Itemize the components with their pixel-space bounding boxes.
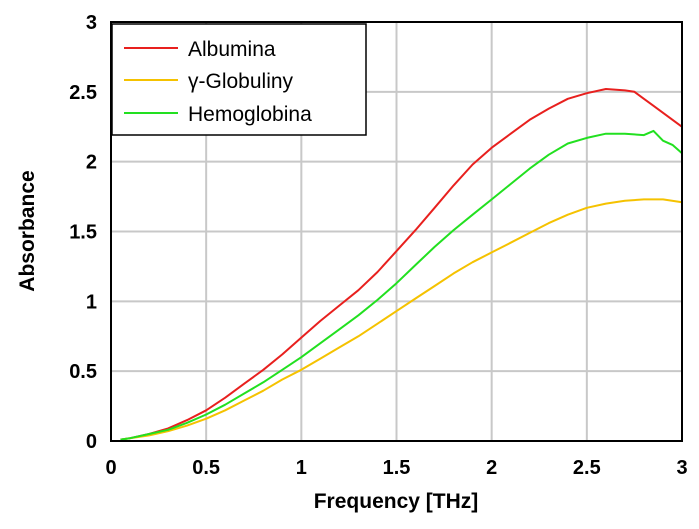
legend-label-hemoglobina: Hemoglobina [188,103,312,126]
x-tick-label: 3 [676,457,687,479]
y-tick-label: 0.5 [69,361,97,383]
y-tick-label: 0 [86,431,97,453]
series-line-albumina [120,88,683,441]
y-tick-labels: 0 0.5 1 1.5 2 2.5 3 [69,12,97,453]
y-tick-label: 2.5 [69,82,97,104]
y-tick-label: 3 [86,12,97,34]
plot-frame [110,21,683,442]
x-tick-label: 0.5 [192,457,220,479]
x-tick-label: 1.5 [383,457,411,479]
legend-label-gamma-globuliny: γ-Globuliny [188,70,294,93]
legend-label-albumina: Albumina [188,38,276,61]
x-tick-label: 0 [105,457,116,479]
series-lines [120,88,683,441]
x-tick-label: 1 [296,457,307,479]
y-tick-label: 1 [86,291,97,313]
series-line-hemoglobina [120,129,683,441]
legend: Albumina γ-Globuliny Hemoglobina [111,23,367,136]
x-axis-title: Frequency [THz] [314,490,479,513]
x-tick-labels: 0 0.5 1 1.5 2 2.5 3 [105,457,687,479]
y-tick-label: 1.5 [69,222,97,244]
series-line-gamma-globuliny [120,198,683,441]
y-tick-label: 2 [86,152,97,174]
x-tick-label: 2.5 [573,457,601,479]
y-axis-title: Absorbance [16,170,39,291]
x-tick-label: 2 [486,457,497,479]
